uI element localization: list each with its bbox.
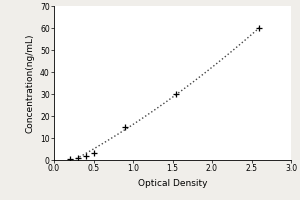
- Point: [123, 125, 128, 129]
- Point: [257, 26, 262, 30]
- Point: [91, 152, 96, 155]
- Point: [75, 156, 80, 159]
- Point: [174, 92, 179, 96]
- X-axis label: Optical Density: Optical Density: [138, 179, 207, 188]
- Point: [68, 157, 72, 160]
- Y-axis label: Concentration(ng/mL): Concentration(ng/mL): [26, 33, 34, 133]
- Point: [83, 154, 88, 157]
